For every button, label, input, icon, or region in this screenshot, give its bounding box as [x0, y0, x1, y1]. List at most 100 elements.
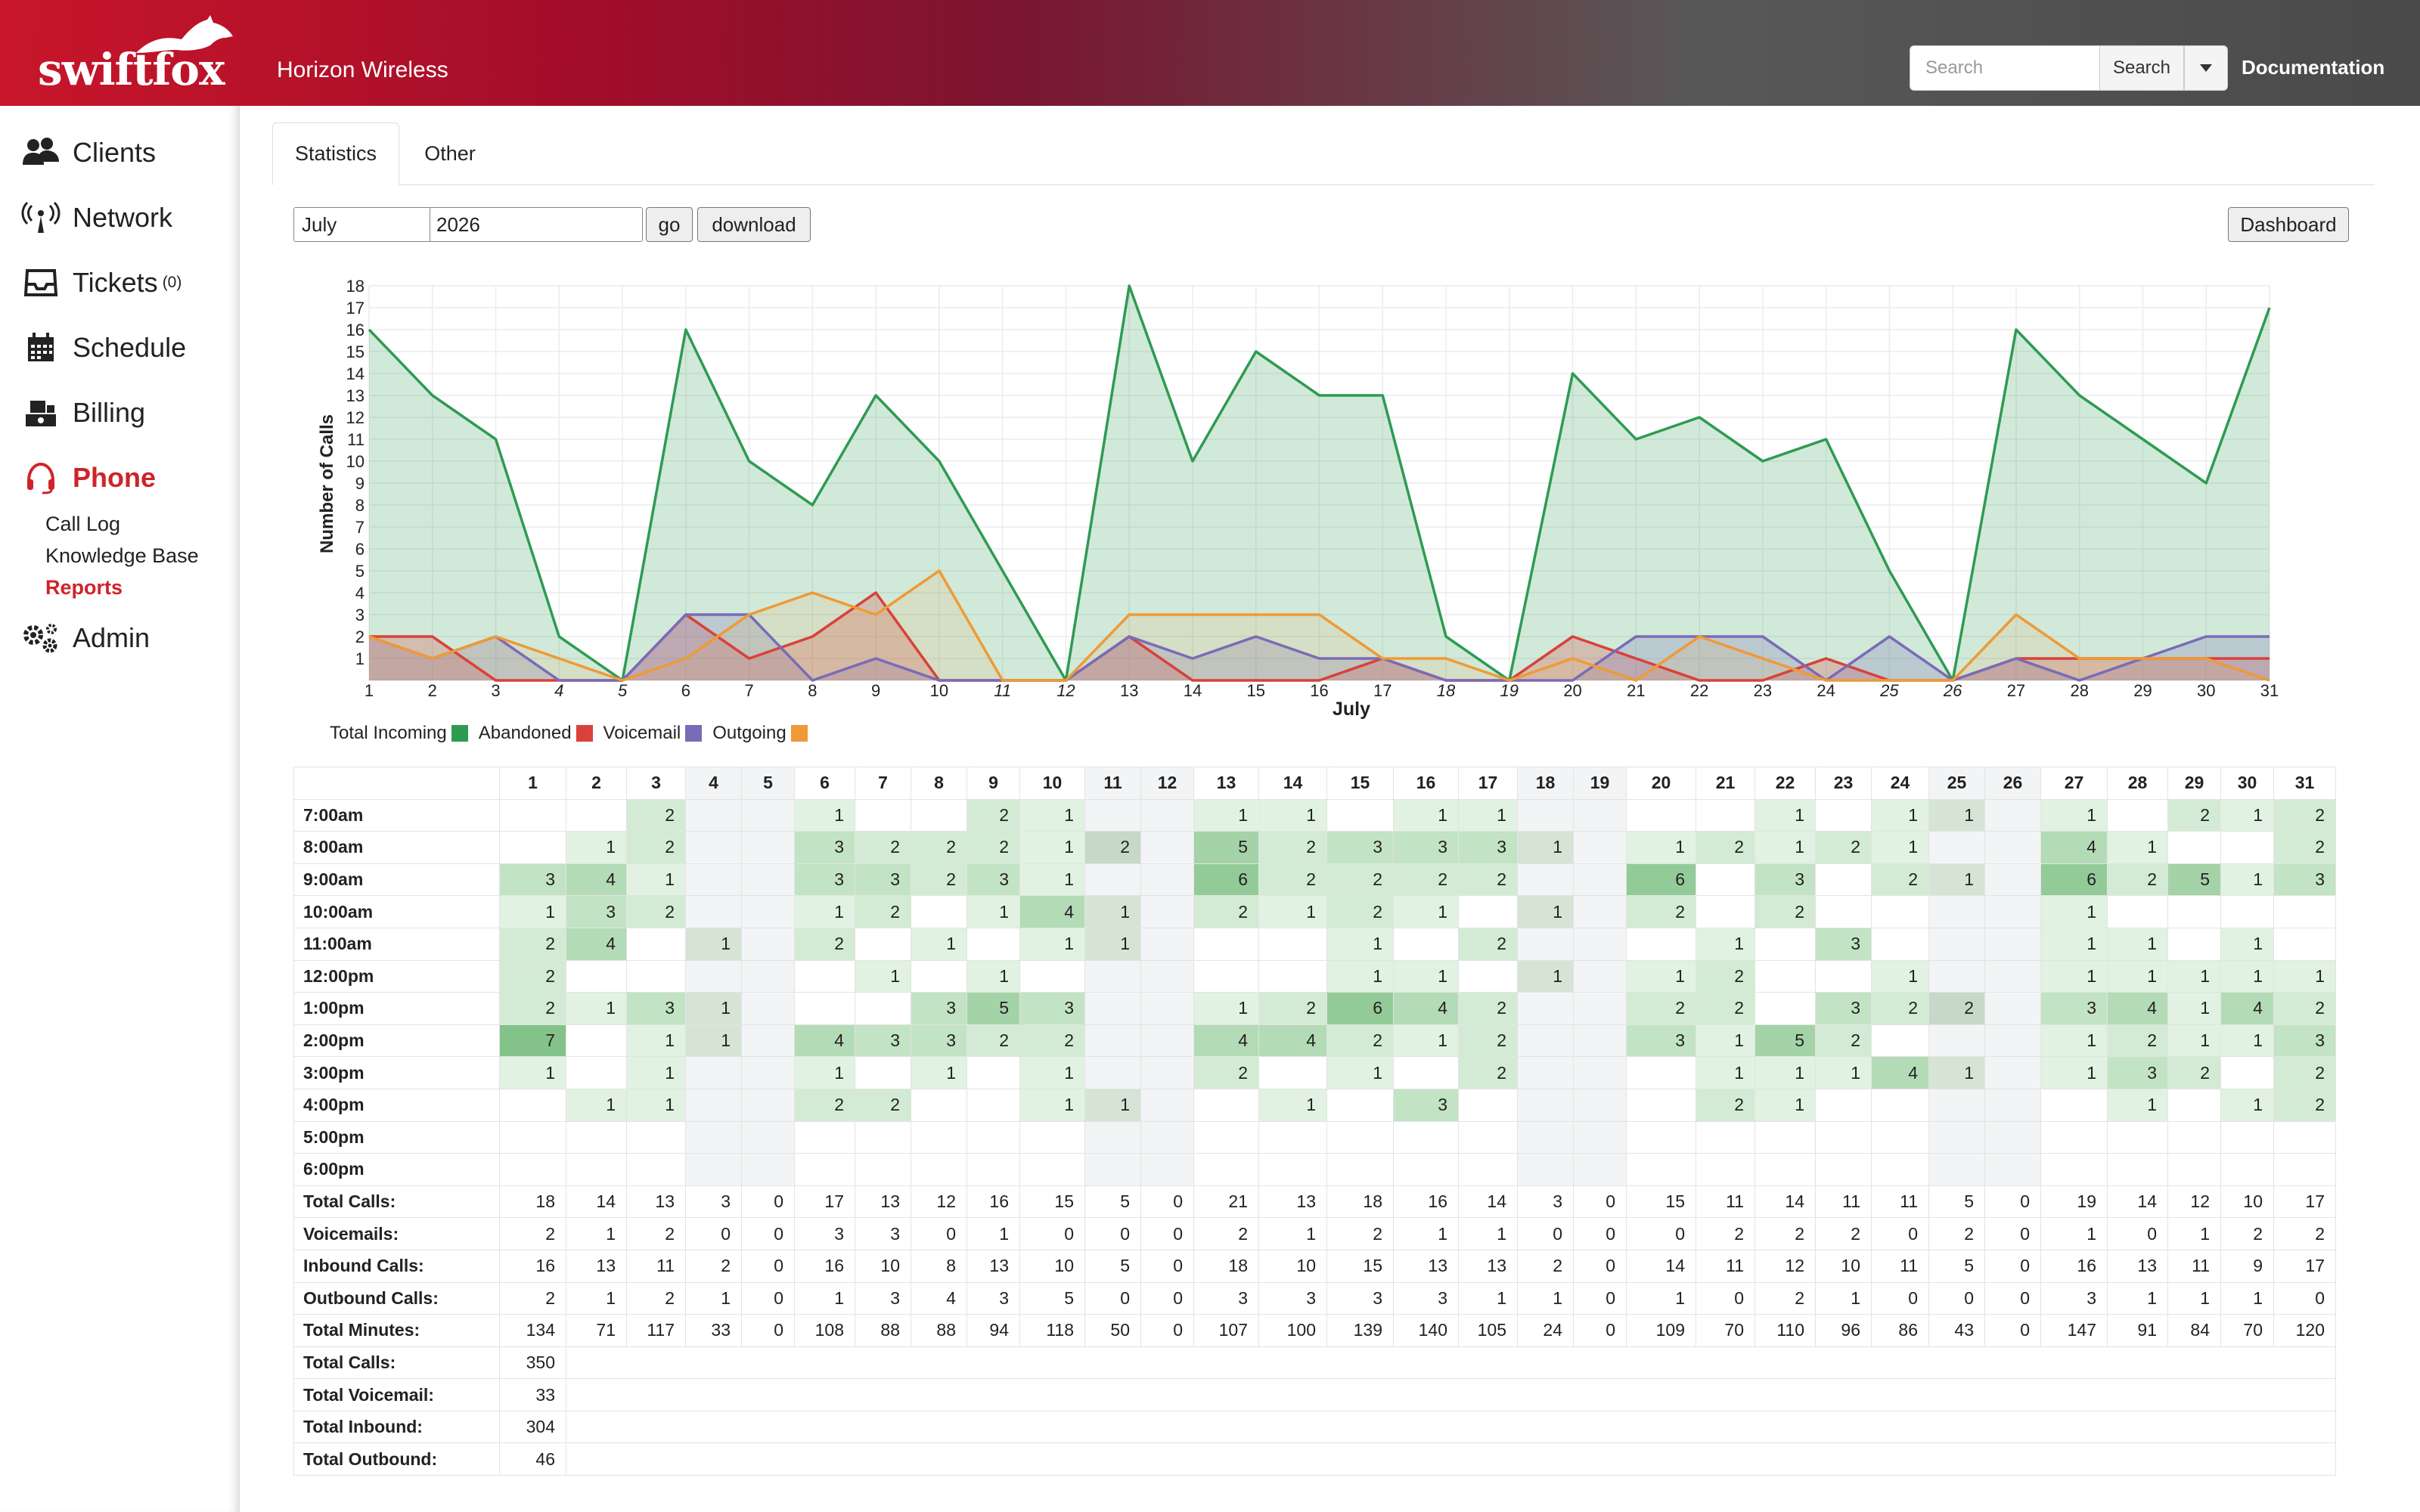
summary-cell: 13: [1458, 1249, 1518, 1283]
hour-cell: 3: [566, 895, 627, 928]
sidebar-subitem-reports[interactable]: Reports: [45, 576, 123, 599]
hour-cell: 2: [2107, 863, 2168, 897]
summary-cell: 86: [1871, 1314, 1929, 1347]
dashboard-button[interactable]: Dashboard: [2228, 207, 2349, 242]
hour-cell: [1984, 863, 2041, 897]
search-button[interactable]: Search: [2099, 45, 2184, 91]
hour-cell: [2167, 1153, 2221, 1186]
hour-cell: [855, 1153, 911, 1186]
hour-cell: 1: [1754, 831, 1816, 864]
hour-cell: [1696, 798, 1755, 832]
hour-cell: [2167, 927, 2221, 961]
hour-cell: 1: [794, 1056, 855, 1089]
hour-cell: [1928, 1088, 1985, 1122]
sidebar-item-schedule[interactable]: Schedule: [21, 331, 186, 364]
hour-cell: [1258, 1153, 1327, 1186]
sidebar-item-clients[interactable]: Clients: [21, 136, 156, 169]
total-filler: [566, 1410, 2336, 1444]
chart-legend: Total Incoming Abandoned Voicemail Outgo…: [330, 723, 818, 744]
summary-cell: 15: [1326, 1249, 1394, 1283]
hour-cell: 1: [2040, 959, 2108, 993]
sidebar-item-admin[interactable]: Admin: [21, 621, 150, 655]
hour-cell: [1871, 927, 1929, 961]
hour-cell: 2: [1626, 895, 1696, 928]
summary-cell: 11: [1696, 1249, 1755, 1283]
search-input[interactable]: [1910, 45, 2115, 91]
hour-cell: 1: [1258, 1088, 1327, 1122]
hour-cell: 1: [1754, 1056, 1816, 1089]
legend-item[interactable]: Outgoing: [712, 723, 808, 744]
sidebar-item-tickets[interactable]: Tickets (0): [21, 266, 182, 299]
hour-cell: 1: [2107, 1088, 2168, 1122]
summary-cell: 19: [2040, 1185, 2108, 1219]
money-icon: [21, 396, 60, 429]
total-label: Total Outbound:: [293, 1442, 500, 1476]
sidebar-item-phone[interactable]: Phone: [21, 461, 156, 494]
hour-cell: 1: [1754, 1088, 1816, 1122]
summary-cell: 0: [741, 1217, 795, 1250]
hour-label: 10:00am: [293, 895, 500, 928]
download-button[interactable]: download: [697, 207, 811, 242]
summary-cell: 140: [1393, 1314, 1459, 1347]
tab-statistics[interactable]: Statistics: [272, 122, 399, 185]
hour-cell: 1: [2107, 927, 2168, 961]
hour-cell: [794, 1153, 855, 1186]
total-filler: [566, 1442, 2336, 1476]
hour-cell: 1: [966, 959, 1020, 993]
hour-cell: 1: [1928, 863, 1985, 897]
hour-cell: 1: [1393, 798, 1459, 832]
hour-cell: [966, 1088, 1020, 1122]
documentation-link[interactable]: Documentation: [2242, 56, 2385, 79]
hour-cell: [2040, 1088, 2108, 1122]
hour-cell: [1019, 1153, 1085, 1186]
year-input[interactable]: [430, 207, 643, 242]
summary-cell: 24: [1517, 1314, 1574, 1347]
tab-bar: Statistics Other: [272, 122, 2375, 185]
hour-cell: [1696, 1120, 1755, 1154]
summary-cell: 2: [1193, 1217, 1259, 1250]
hour-label: 2:00pm: [293, 1024, 500, 1058]
summary-cell: 2: [1326, 1217, 1394, 1250]
hour-cell: 1: [2040, 798, 2108, 832]
hour-cell: 1: [1871, 959, 1929, 993]
sidebar-item-label: Network: [73, 202, 173, 233]
summary-cell: 3: [966, 1281, 1020, 1315]
hour-cell: [2167, 1120, 2221, 1154]
legend-item[interactable]: Abandoned: [479, 723, 593, 744]
summary-cell: 88: [855, 1314, 911, 1347]
hour-cell: [1393, 1153, 1459, 1186]
tickets-count: (0): [162, 274, 182, 291]
legend-item[interactable]: Total Incoming: [330, 723, 468, 744]
table-row: 10:00am 1 3 2 1 2 1 4 1 2 1 2 1 1 2 2 1: [293, 895, 2336, 928]
search-dropdown-button[interactable]: [2184, 45, 2228, 91]
go-button[interactable]: go: [646, 207, 693, 242]
sidebar-item-billing[interactable]: Billing: [21, 396, 145, 429]
hour-cell: 1: [685, 992, 742, 1025]
hour-cell: [626, 927, 686, 961]
hour-cell: 1: [1084, 1088, 1141, 1122]
hour-cell: [741, 1088, 795, 1122]
stats-table: 1 2 3 4 5 6 7 8 9 10 11 12 13 14 15 16 17 18 19 20 21 22 23 24 2…: [293, 767, 2336, 1476]
summary-cell: 94: [966, 1314, 1020, 1347]
day-header: 24: [1871, 767, 1929, 800]
tab-other[interactable]: Other: [424, 141, 476, 165]
day-header: 19: [1573, 767, 1627, 800]
sidebar-subitem-call-log[interactable]: Call Log: [45, 513, 121, 535]
day-header: 25: [1928, 767, 1985, 800]
day-header: 16: [1393, 767, 1459, 800]
summary-cell: 10: [1258, 1249, 1327, 1283]
day-header: 14: [1258, 767, 1327, 800]
summary-cell: 0: [1626, 1217, 1696, 1250]
summary-cell: 1: [1815, 1281, 1872, 1315]
sidebar-subitem-knowledge-base[interactable]: Knowledge Base: [45, 544, 199, 567]
summary-cell: 11: [626, 1249, 686, 1283]
hour-cell: 3: [1626, 1024, 1696, 1058]
summary-cell: 0: [741, 1249, 795, 1283]
hour-cell: 1: [499, 1056, 566, 1089]
sidebar-item-network[interactable]: Network: [21, 201, 172, 234]
legend-swatch: [790, 725, 808, 742]
logo[interactable]: swiftfox: [38, 15, 234, 95]
hour-cell: [741, 959, 795, 993]
legend-item[interactable]: Voicemail: [603, 723, 703, 744]
hour-cell: [2107, 895, 2168, 928]
